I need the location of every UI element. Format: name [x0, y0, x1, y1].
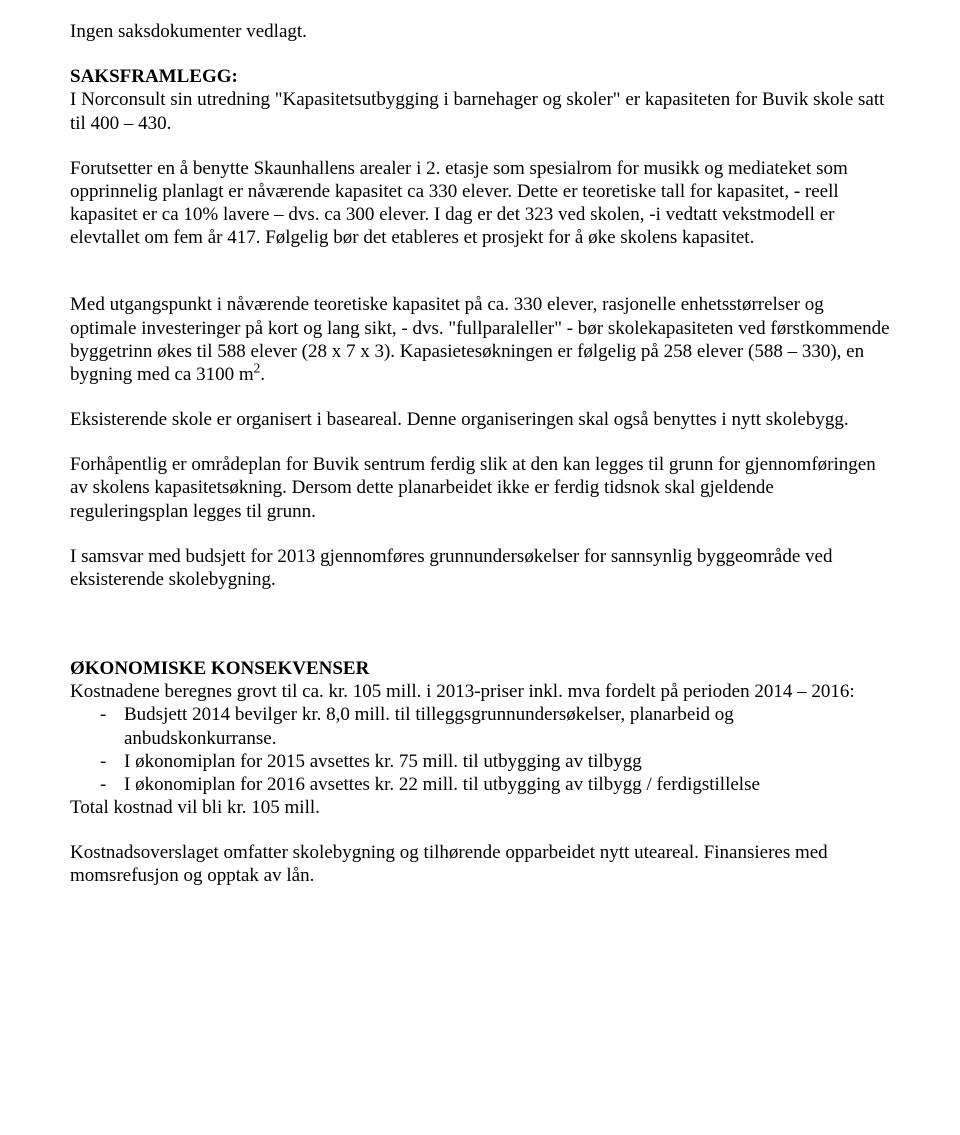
paragraph-saksframlegg: SAKSFRAMLEGG: I Norconsult sin utredning… [70, 65, 890, 135]
paragraph-omradeplan: Forhåpentlig er områdeplan for Buvik sen… [70, 453, 890, 523]
paragraph-capacity-premise: Forutsetter en å benytte Skaunhallens ar… [70, 157, 890, 250]
list-item: I økonomiplan for 2016 avsettes kr. 22 m… [124, 773, 890, 796]
paragraph-saksframlegg-body: I Norconsult sin utredning "Kapasitetsut… [70, 89, 884, 133]
list-item: Budsjett 2014 bevilger kr. 8,0 mill. til… [124, 703, 890, 749]
spacer [70, 613, 890, 657]
document-page: Ingen saksdokumenter vedlagt. SAKSFRAMLE… [0, 0, 960, 1135]
paragraph-kostnadsoverslag: Kostnadsoverslaget omfatter skolebygning… [70, 841, 890, 887]
spacer [70, 271, 890, 293]
paragraph-kostnader-intro: Kostnadene beregnes grovt til ca. kr. 10… [70, 680, 890, 703]
paragraph-baseareal: Eksisterende skole er organisert i basea… [70, 408, 890, 431]
paragraph-total-kostnad: Total kostnad vil bli kr. 105 mill. [70, 796, 890, 819]
heading-saksframlegg: SAKSFRAMLEGG: [70, 66, 238, 87]
paragraph-no-attachments: Ingen saksdokumenter vedlagt. [70, 20, 890, 43]
cost-list: Budsjett 2014 bevilger kr. 8,0 mill. til… [70, 703, 890, 796]
heading-okonomiske-konsekvenser: ØKONOMISKE KONSEKVENSER [70, 657, 890, 680]
text-capacity-target-a: Med utgangspunkt i nåværende teoretiske … [70, 294, 890, 385]
text-capacity-target-c: . [260, 364, 265, 385]
section-okonomiske-konsekvenser: ØKONOMISKE KONSEKVENSER Kostnadene bereg… [70, 657, 890, 819]
paragraph-capacity-target: Med utgangspunkt i nåværende teoretiske … [70, 293, 890, 386]
paragraph-grunnundersokelser: I samsvar med budsjett for 2013 gjennomf… [70, 545, 890, 591]
list-item: I økonomiplan for 2015 avsettes kr. 75 m… [124, 750, 890, 773]
